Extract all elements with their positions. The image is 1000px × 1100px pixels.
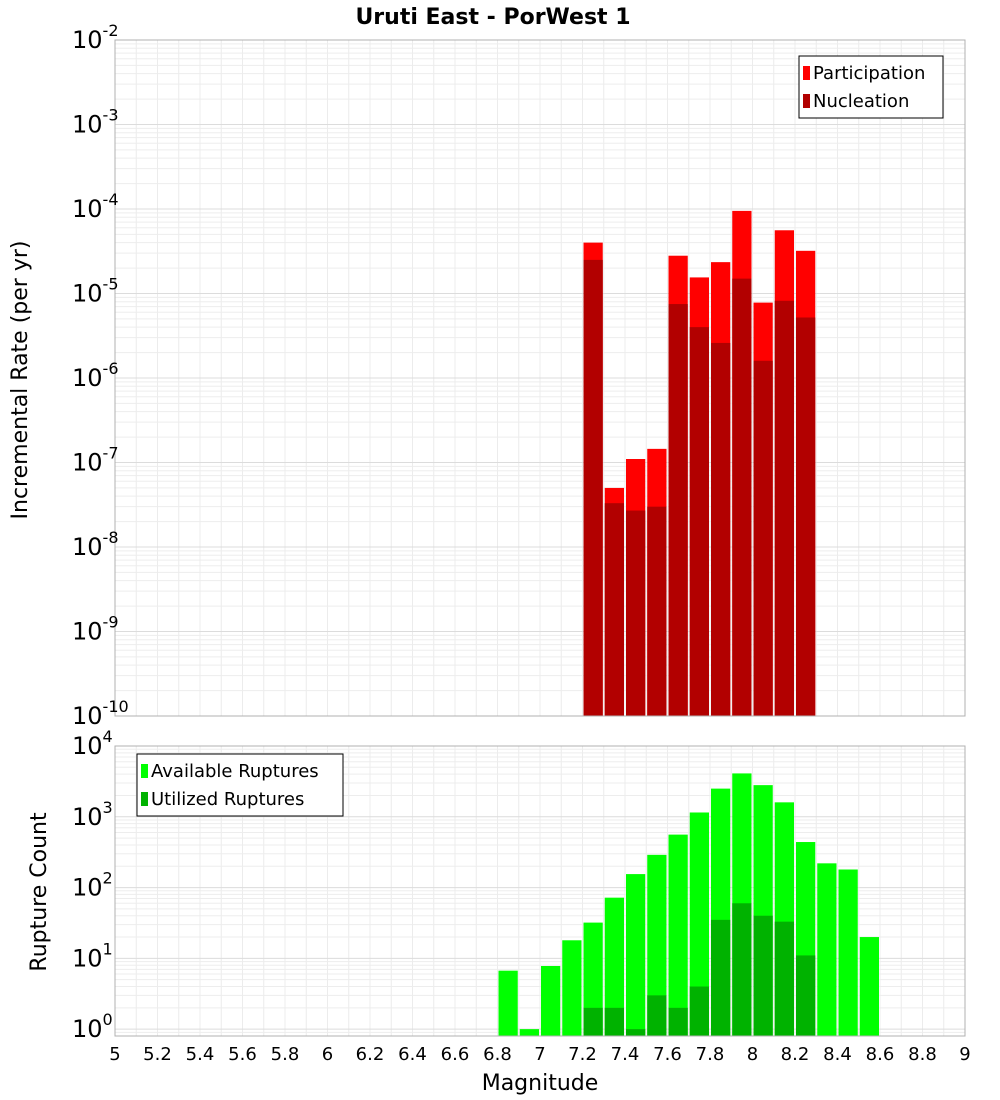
bottom-bar-utilized-ruptures [753, 915, 773, 1036]
bottom-y-ticks: 100 101 102 103 104 [72, 727, 113, 1043]
top-y-tick-label: 10-10 [72, 697, 129, 730]
top-bar-nucleation [796, 317, 816, 716]
x-tick-label: 5.6 [228, 1044, 257, 1065]
top-bar-nucleation [583, 259, 603, 716]
x-tick-label: 5.2 [143, 1044, 172, 1065]
x-tick-label: 7.6 [653, 1044, 682, 1065]
x-tick-label: 6.4 [398, 1044, 427, 1065]
top-y-axis-label: Incremental Rate (per yr) [8, 241, 33, 520]
x-tick-label: 6.2 [356, 1044, 385, 1065]
bottom-bar-available-ruptures [817, 863, 837, 1036]
top-legend: Participation Nucleation [798, 55, 944, 119]
top-bar-nucleation [668, 304, 688, 716]
top-bar-nucleation [753, 360, 773, 716]
top-bar-nucleation [774, 300, 794, 716]
top-y-tick-label: 10-7 [72, 444, 119, 477]
bottom-y-tick-label: 101 [72, 939, 113, 972]
x-tick-label: 8.2 [781, 1044, 810, 1065]
x-tick-label: 8.6 [866, 1044, 895, 1065]
top-bar-nucleation [689, 327, 709, 716]
top-y-ticks: 10-10 10-9 10-8 10-7 10-6 10-5 10-4 10-3 10-2 [72, 21, 129, 730]
bottom-bar-utilized-ruptures [626, 1029, 646, 1036]
x-tick-label: 5.4 [186, 1044, 215, 1065]
bottom-bar-available-ruptures [583, 922, 603, 1036]
bottom-bar-available-ruptures [626, 874, 646, 1036]
bottom-y-tick-label: 104 [72, 727, 113, 760]
x-tick-label: 6.8 [483, 1044, 512, 1065]
x-tick-label: 6.6 [441, 1044, 470, 1065]
bottom-y-axis-label: Rupture Count [27, 812, 52, 972]
bottom-bars [498, 773, 879, 1036]
bottom-legend-swatch [141, 792, 148, 806]
bottom-bar-utilized-ruptures [711, 919, 731, 1036]
x-axis-label: Magnitude [482, 1071, 599, 1096]
bottom-bar-utilized-ruptures [583, 1007, 603, 1036]
bottom-bar-utilized-ruptures [668, 1007, 688, 1036]
x-tick-label: 9 [959, 1044, 970, 1065]
x-tick-label: 5 [109, 1044, 120, 1065]
x-tick-label: 7.4 [611, 1044, 640, 1065]
top-y-tick-label: 10-9 [72, 613, 119, 646]
top-y-tick-label: 10-6 [72, 359, 119, 392]
top-panel: 10-10 10-9 10-8 10-7 10-6 10-5 10-4 10-3 10-2 In… [8, 21, 966, 730]
top-legend-box [798, 55, 944, 119]
x-tick-label: 7.2 [568, 1044, 597, 1065]
bottom-bar-available-ruptures [541, 965, 561, 1036]
bottom-bar-utilized-ruptures [774, 921, 794, 1036]
top-bars [583, 210, 816, 717]
x-tick-label: 6 [322, 1044, 333, 1065]
bottom-legend-label: Available Ruptures [151, 761, 319, 782]
top-y-tick-label: 10-2 [72, 21, 119, 54]
top-bar-nucleation [711, 342, 731, 716]
bottom-legend-box [136, 753, 344, 817]
chart-title: Uruti East - PorWest 1 [355, 5, 630, 30]
bottom-y-tick-label: 102 [72, 869, 113, 902]
top-legend-label: Nucleation [813, 91, 909, 112]
bottom-legend-label: Utilized Ruptures [151, 789, 304, 810]
bottom-x-ticks: 5 5.2 5.4 5.6 5.8 6 6.2 6.4 6.6 6.8 7 7.2 7.4 7.6 7.8 8… [109, 1044, 970, 1065]
top-bar-nucleation [604, 503, 624, 716]
top-plot-frame [114, 39, 966, 717]
bottom-bar-available-ruptures [562, 940, 582, 1036]
top-legend-swatch [803, 66, 810, 80]
x-tick-label: 8.8 [908, 1044, 937, 1065]
x-tick-label: 7.8 [696, 1044, 725, 1065]
top-y-tick-label: 10-3 [72, 106, 119, 139]
bottom-bar-utilized-ruptures [647, 995, 667, 1036]
top-bar-nucleation [626, 510, 646, 716]
bottom-bar-available-ruptures [647, 854, 667, 1036]
bottom-panel: 100 101 102 103 104 5 5.2 5.4 5.6 5.8 6 6.2 6.4 6.6 6… [27, 727, 971, 1096]
top-legend-label: Participation [813, 63, 925, 84]
top-y-tick-label: 10-4 [72, 190, 119, 223]
top-y-tick-label: 10-8 [72, 528, 119, 561]
bottom-bar-utilized-ruptures [689, 986, 709, 1036]
bottom-bar-utilized-ruptures [732, 903, 752, 1036]
bottom-plot-frame [114, 745, 966, 1037]
top-bar-nucleation [732, 278, 752, 716]
bottom-legend: Available Ruptures Utilized Ruptures [136, 753, 344, 817]
bottom-bar-available-ruptures [689, 812, 709, 1036]
bottom-bar-available-ruptures [668, 834, 688, 1036]
top-legend-swatch [803, 94, 810, 108]
bottom-y-tick-label: 100 [72, 1010, 113, 1043]
x-tick-label: 8.4 [823, 1044, 852, 1065]
bottom-bar-available-ruptures [838, 869, 858, 1036]
top-bar-nucleation [647, 506, 667, 716]
x-tick-label: 5.8 [271, 1044, 300, 1065]
top-grid [114, 39, 966, 717]
bottom-bar-available-ruptures [498, 970, 518, 1036]
bottom-bar-available-ruptures [859, 937, 879, 1036]
x-tick-label: 7 [534, 1044, 545, 1065]
bottom-y-tick-label: 103 [72, 798, 113, 831]
bottom-bar-available-ruptures [519, 1029, 539, 1036]
bottom-legend-swatch [141, 764, 148, 778]
bottom-bar-utilized-ruptures [796, 955, 816, 1036]
bottom-bar-available-ruptures [604, 897, 624, 1036]
x-tick-label: 8 [747, 1044, 758, 1065]
bottom-bar-utilized-ruptures [604, 1007, 624, 1036]
top-y-tick-label: 10-5 [72, 275, 119, 308]
